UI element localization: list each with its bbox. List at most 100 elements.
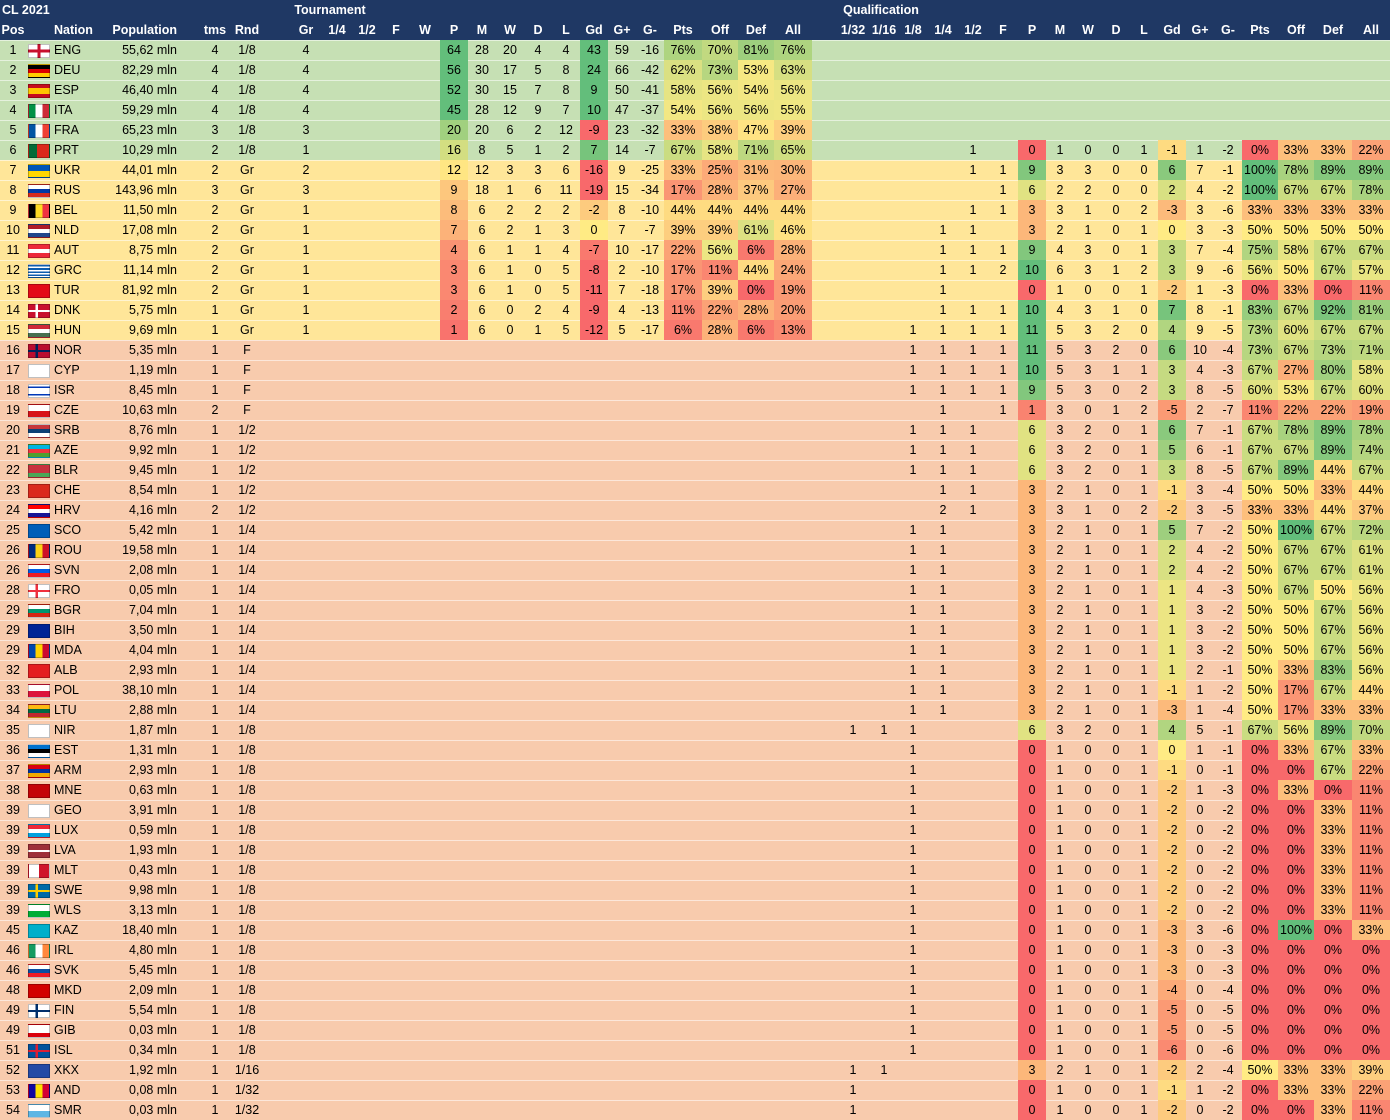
cell-g-: -2 — [1222, 823, 1234, 837]
cell-rnd: 1/8 — [238, 763, 256, 777]
cell-1-32 — [836, 180, 870, 200]
cell-off — [1278, 40, 1314, 60]
cell-gd — [580, 660, 608, 680]
column-header[interactable]: tms — [203, 23, 227, 37]
column-header[interactable]: Off — [1286, 23, 1306, 37]
cell-off: 67% — [1278, 540, 1314, 560]
cell-def — [738, 1080, 774, 1100]
column-header[interactable]: All — [1363, 23, 1379, 37]
cell-off — [702, 760, 738, 780]
cell-pts: 50% — [1242, 600, 1278, 620]
cell-l — [552, 920, 580, 940]
cell-g-: 3 — [1196, 223, 1204, 237]
cell-1-4 — [322, 460, 352, 480]
cell-gd: 4 — [1158, 720, 1186, 740]
cell-1-4 — [322, 860, 352, 880]
cell-1-4 — [322, 220, 352, 240]
irl-flag-icon — [28, 944, 50, 958]
cell-l: 1 — [1140, 803, 1148, 817]
column-header[interactable]: P — [1027, 23, 1037, 37]
cell-gr — [292, 540, 320, 560]
column-header[interactable]: Def — [745, 23, 767, 37]
column-header[interactable]: D — [533, 23, 543, 37]
column-header[interactable]: Nation — [54, 23, 93, 37]
cell-1-2: 1 — [969, 343, 977, 357]
cell-def — [738, 400, 774, 420]
column-header[interactable]: Gd — [585, 23, 603, 37]
column-header[interactable]: Pts — [673, 23, 693, 37]
cell-1-16 — [870, 500, 898, 520]
column-header[interactable]: 1/2 — [358, 23, 376, 37]
cell-1-2 — [958, 1020, 988, 1040]
cell-f — [988, 800, 1018, 820]
cell-p: 0 — [1018, 860, 1046, 880]
column-header[interactable]: P — [449, 23, 459, 37]
column-header[interactable]: 1/16 — [871, 23, 897, 37]
column-header[interactable]: Rnd — [234, 23, 260, 37]
cell-gd: -1 — [1158, 140, 1186, 160]
cell-gr — [292, 660, 320, 680]
cell-g- — [608, 900, 636, 920]
column-header[interactable]: 1/4 — [328, 23, 346, 37]
cell-all: 56% — [1352, 620, 1390, 640]
column-header[interactable]: M — [476, 23, 488, 37]
cell-1-4 — [322, 520, 352, 540]
cell-def — [1314, 40, 1352, 60]
column-header[interactable]: L — [1140, 23, 1148, 37]
column-header[interactable]: G- — [643, 23, 657, 37]
cell-all — [774, 760, 812, 780]
cell-gr — [292, 920, 320, 940]
cell-g- — [608, 440, 636, 460]
column-header[interactable]: W — [419, 23, 431, 37]
cell-tms: 2 — [211, 503, 219, 517]
column-header[interactable]: Off — [710, 23, 730, 37]
cell-def: 67% — [1314, 600, 1352, 620]
column-header[interactable]: Pos — [1, 23, 25, 37]
column-header[interactable]: W — [1082, 23, 1094, 37]
column-header[interactable]: G+ — [1191, 23, 1209, 37]
column-header[interactable]: 1/4 — [934, 23, 952, 37]
column-header[interactable]: 1/8 — [904, 23, 922, 37]
cell-1-4 — [322, 240, 352, 260]
cell-f — [988, 960, 1018, 980]
column-header[interactable]: Pts — [1250, 23, 1270, 37]
column-header[interactable]: Population — [112, 23, 177, 37]
column-header[interactable]: F — [999, 23, 1007, 37]
cell-all: 0% — [1352, 1040, 1390, 1060]
cell-g- — [608, 380, 636, 400]
column-header[interactable]: All — [785, 23, 801, 37]
cell-all — [774, 400, 812, 420]
column-header[interactable]: F — [392, 23, 400, 37]
cell-1-2 — [352, 980, 382, 1000]
column-header[interactable]: D — [1111, 23, 1121, 37]
cell-gd — [580, 1100, 608, 1120]
cell-pts: 0% — [1242, 1000, 1278, 1020]
cell-pts: 50% — [1242, 580, 1278, 600]
cell-1-8: 1 — [909, 603, 917, 617]
cell-1-2: 1 — [969, 163, 977, 177]
cell-f: 1 — [999, 403, 1007, 417]
cell-pos: 39 — [6, 863, 20, 877]
cell-all: 13% — [774, 320, 812, 340]
column-header[interactable]: L — [562, 23, 570, 37]
column-header[interactable]: Def — [1322, 23, 1344, 37]
column-header[interactable]: G+ — [613, 23, 631, 37]
cell-d: 0 — [1112, 763, 1120, 777]
cell-tms: 1 — [211, 723, 219, 737]
cell-gd: 3 — [1158, 380, 1186, 400]
column-header[interactable]: 1/32 — [840, 23, 866, 37]
column-header[interactable]: Gd — [1163, 23, 1181, 37]
cell-1-16 — [870, 40, 898, 60]
cell-1-2: 1 — [969, 443, 977, 457]
column-header[interactable]: Gr — [298, 23, 314, 37]
cell-1-2 — [352, 640, 382, 660]
cell-all — [774, 840, 812, 860]
cell-gd: -2 — [1158, 500, 1186, 520]
column-header[interactable]: G- — [1221, 23, 1235, 37]
cell-d: 9 — [534, 103, 542, 117]
column-header[interactable]: M — [1054, 23, 1066, 37]
cell-w — [496, 1100, 524, 1120]
cell-off: 33% — [1278, 740, 1314, 760]
column-header[interactable]: 1/2 — [964, 23, 982, 37]
column-header[interactable]: W — [504, 23, 516, 37]
